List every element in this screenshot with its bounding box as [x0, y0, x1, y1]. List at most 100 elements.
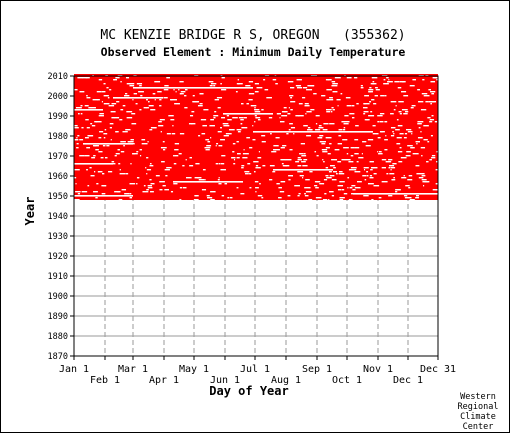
missing-day	[373, 103, 377, 105]
missing-day	[373, 173, 377, 175]
missing-day	[307, 127, 311, 129]
missing-day	[436, 161, 438, 163]
missing-day	[315, 187, 319, 189]
missing-day	[138, 91, 144, 93]
missing-day	[137, 177, 140, 179]
missing-day	[128, 141, 132, 143]
missing-day	[96, 99, 100, 101]
x-tick-label: Dec 1	[393, 375, 423, 386]
missing-day	[425, 101, 429, 103]
missing-day	[404, 197, 407, 199]
missing-day	[103, 95, 109, 97]
missing-day	[325, 79, 330, 81]
missing-day	[132, 99, 134, 101]
missing-day	[220, 127, 222, 129]
missing-day	[194, 101, 200, 103]
missing-day	[321, 95, 326, 97]
missing-day	[243, 117, 247, 119]
missing-day	[339, 181, 345, 183]
missing-day	[360, 87, 364, 89]
missing-day	[304, 105, 310, 107]
missing-day	[79, 139, 84, 141]
missing-day	[282, 145, 287, 147]
missing-day	[298, 103, 303, 105]
missing-day	[375, 89, 380, 91]
missing-day	[324, 193, 327, 195]
missing-day	[292, 87, 295, 89]
missing-day	[86, 95, 88, 97]
missing-day	[124, 93, 128, 95]
y-tick-label: 1950	[48, 192, 68, 202]
missing-day	[217, 107, 221, 109]
missing-day	[412, 153, 419, 155]
missing-day	[92, 99, 98, 101]
missing-day	[371, 99, 375, 101]
missing-day	[392, 179, 395, 181]
missing-day	[246, 103, 249, 105]
y-tick-label: 1870	[48, 352, 68, 362]
missing-day	[384, 121, 387, 123]
missing-day	[132, 153, 138, 155]
missing-day	[410, 199, 415, 201]
credit-line-3: Climate	[460, 412, 496, 422]
missing-day	[264, 89, 269, 91]
missing-day	[204, 179, 206, 181]
missing-day	[125, 173, 129, 175]
missing-day	[384, 149, 388, 151]
missing-day	[390, 169, 392, 171]
missing-day	[240, 123, 243, 125]
missing-day	[412, 79, 416, 81]
missing-day	[380, 95, 385, 97]
missing-day	[139, 85, 142, 87]
missing-day	[364, 179, 367, 181]
missing-day	[104, 185, 106, 187]
missing-day	[334, 77, 341, 79]
missing-day	[218, 183, 222, 185]
missing-day	[106, 145, 110, 147]
missing-day	[90, 123, 93, 125]
missing-day	[281, 111, 286, 113]
missing-day	[232, 151, 235, 153]
missing-day	[315, 197, 322, 199]
missing-day	[78, 113, 80, 115]
missing-day	[236, 187, 239, 189]
missing-day	[203, 119, 207, 121]
missing-day	[275, 83, 278, 85]
missing-day	[122, 131, 128, 133]
missing-day	[100, 157, 104, 159]
missing-day	[326, 89, 332, 91]
missing-day	[372, 167, 378, 169]
missing-day	[302, 177, 304, 179]
missing-day	[416, 173, 422, 175]
missing-day	[96, 91, 102, 93]
missing-day	[131, 113, 136, 115]
missing-day	[207, 197, 210, 199]
missing-day	[74, 89, 78, 91]
missing-day	[279, 191, 285, 193]
missing-day	[163, 89, 169, 91]
missing-day	[302, 165, 308, 167]
missing-day	[197, 105, 203, 107]
missing-day	[130, 141, 134, 143]
missing-day	[179, 93, 182, 95]
missing-day	[304, 195, 309, 197]
missing-day	[390, 127, 396, 129]
missing-day	[107, 97, 110, 99]
missing-day	[405, 185, 410, 187]
y-tick-label: 1930	[48, 232, 68, 242]
missing-day	[96, 121, 102, 123]
missing-day	[347, 187, 349, 189]
missing-day	[407, 145, 413, 147]
missing-day	[125, 77, 130, 79]
missing-day	[171, 99, 177, 101]
missing-day	[209, 197, 213, 199]
missing-day	[261, 135, 266, 137]
missing-day	[120, 151, 125, 153]
missing-day	[145, 167, 147, 169]
missing-day	[365, 145, 371, 147]
missing-day	[280, 159, 283, 161]
missing-day	[247, 163, 251, 165]
missing-day	[204, 147, 211, 149]
missing-day	[364, 95, 370, 97]
missing-day	[94, 121, 98, 123]
